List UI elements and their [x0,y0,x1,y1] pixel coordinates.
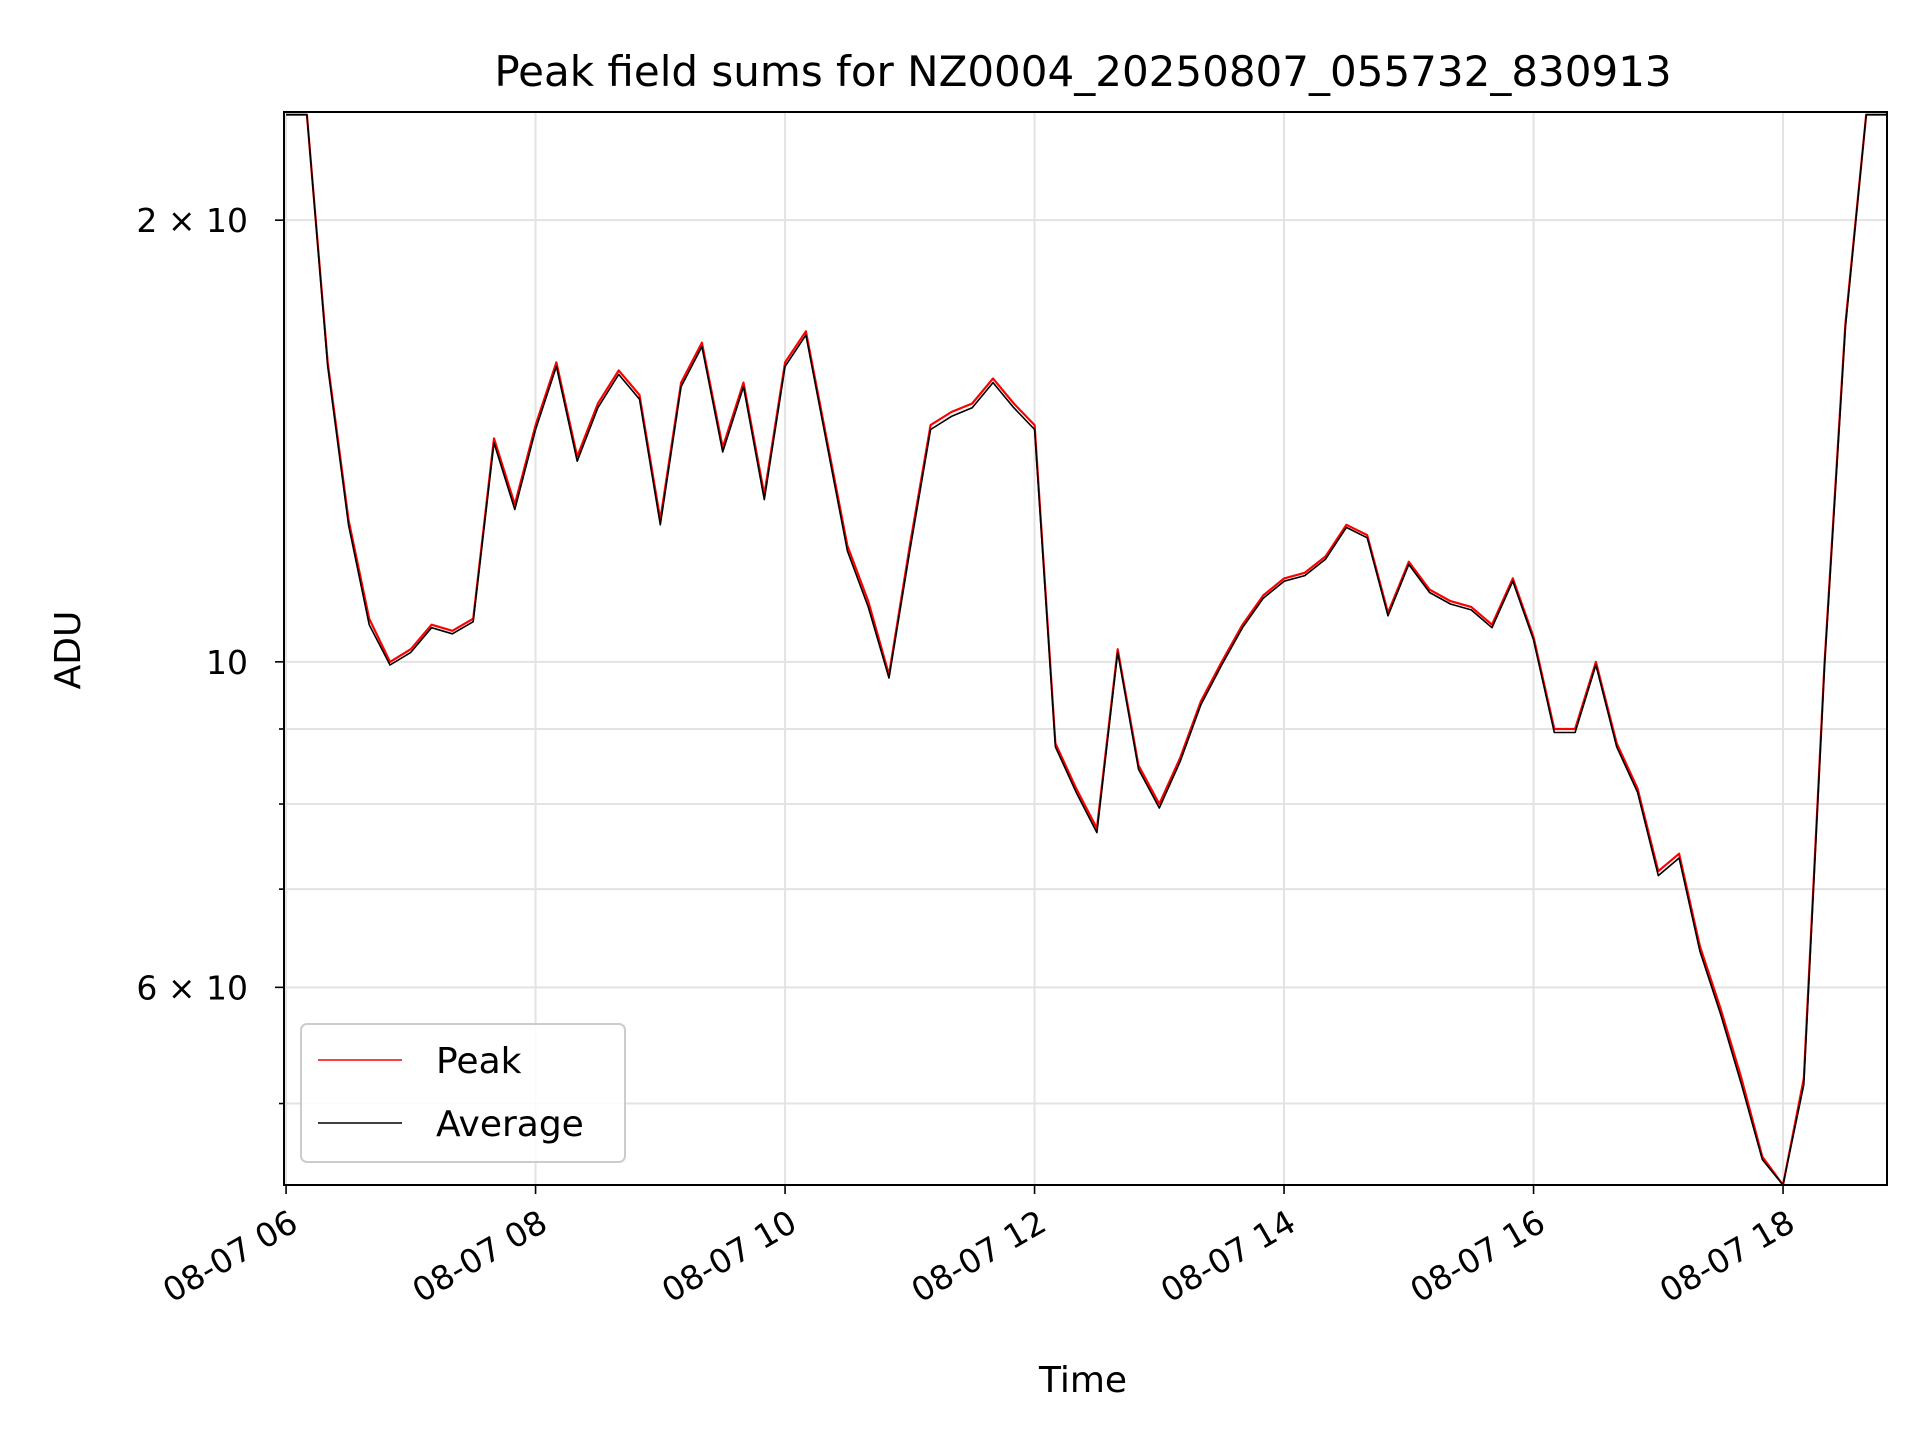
grid [284,112,1887,1185]
series-line-average [286,113,1887,1186]
x-axis-label: Time [1038,1360,1127,1401]
legend-label-peak: Peak [436,1041,522,1082]
series-lines [286,113,1887,1187]
legend-label-average: Average [436,1104,584,1145]
y-tick-label: 10 [206,643,248,682]
legend: Peak Average [300,1023,626,1163]
y-tick-base: 10 [206,643,248,682]
chart-title: Peak field sums for NZ0004_20250807_0557… [494,47,1671,96]
y-tick-label: 2 × 10 [136,201,248,240]
y-tick-base: 6 × 10 [136,968,248,1007]
series-line-peak [286,113,1887,1187]
y-tick-label: 6 × 10 [136,968,248,1007]
y-axis-label: ADU [48,611,89,690]
legend-box [300,1023,626,1163]
plot-frame [283,111,1888,1186]
y-tick-base: 2 × 10 [136,201,248,240]
